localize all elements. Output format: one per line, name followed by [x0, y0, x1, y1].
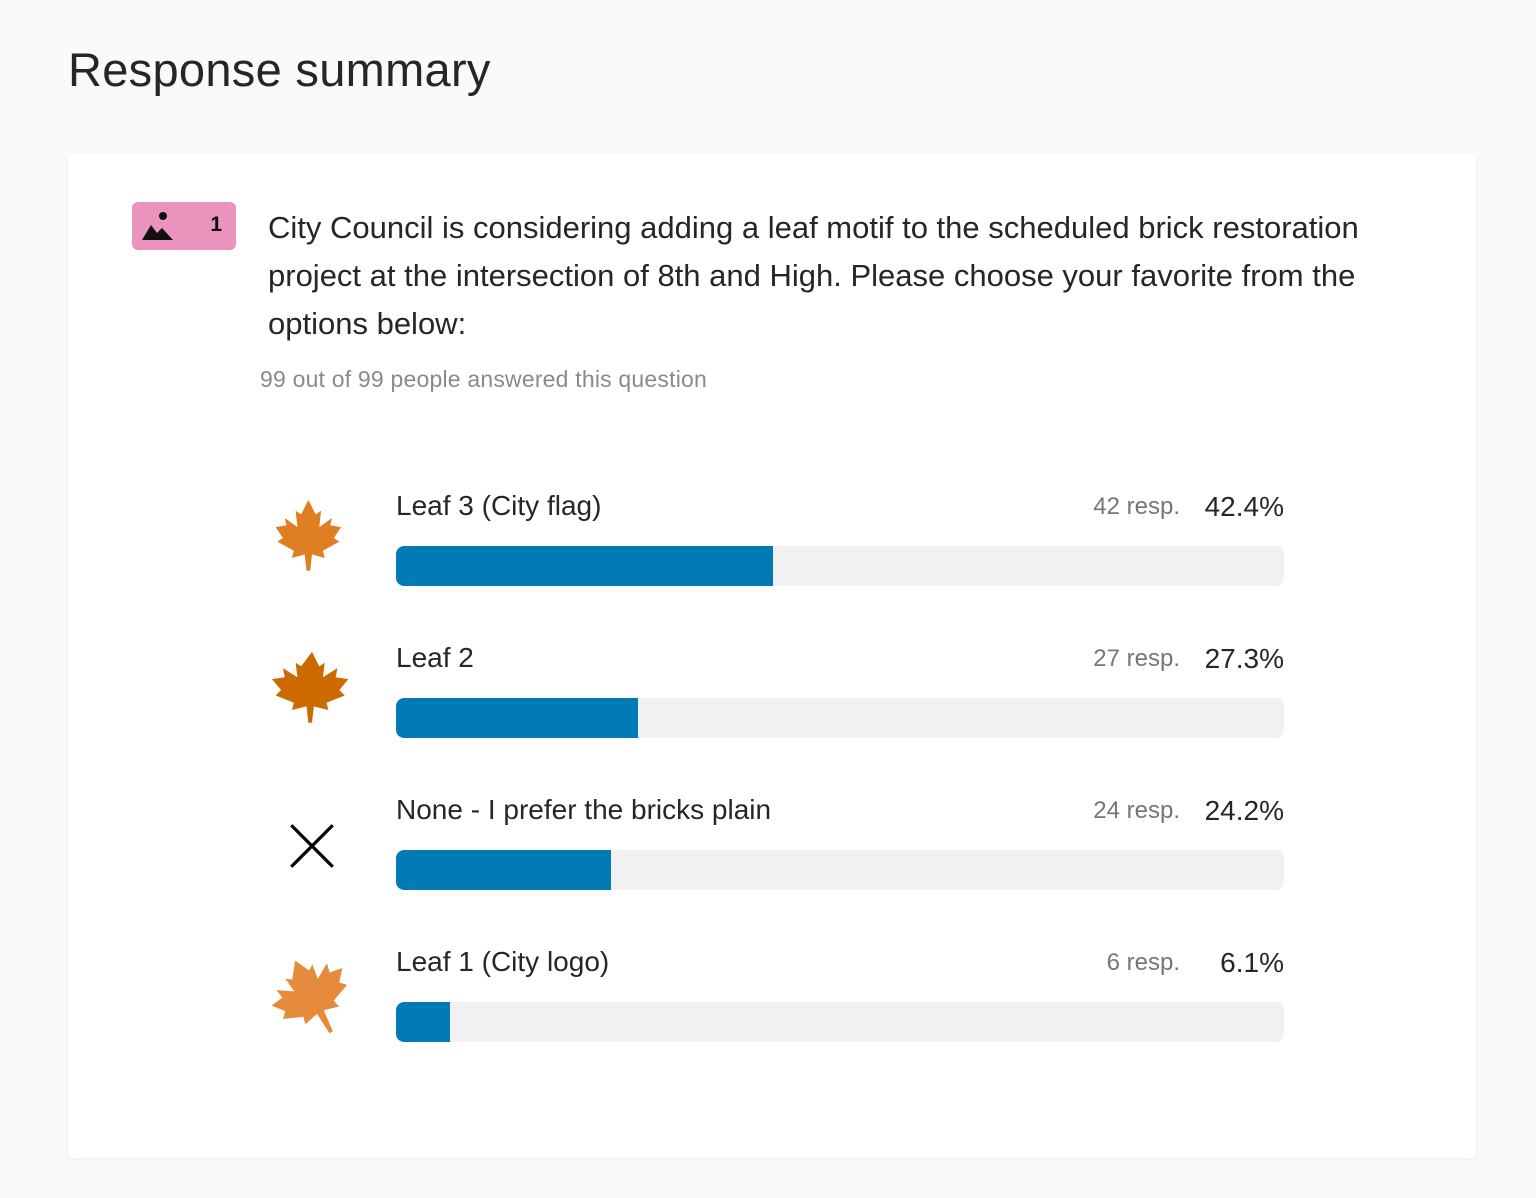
question-number-badge: 1 [132, 202, 236, 250]
option-response-count: 27 resp. [1093, 645, 1180, 672]
option-row: Leaf 1 (City logo) 6 resp. 6.1% [68, 946, 1476, 1066]
maple-leaf-icon [275, 499, 342, 571]
result-bar [396, 698, 1284, 738]
option-row: Leaf 3 (City flag) 42 resp. 42.4% [68, 490, 1476, 610]
result-bar-fill [396, 850, 611, 890]
option-label: Leaf 1 (City logo) [396, 946, 610, 977]
question-number: 1 [210, 213, 222, 236]
question-summary-card: 1 City Council is considering adding a l… [68, 154, 1476, 1158]
question-text: City Council is considering adding a lea… [268, 210, 1359, 341]
option-row: Leaf 2 27 resp. 27.3% [68, 642, 1476, 762]
result-bar [396, 850, 1284, 890]
option-percent: 42.4% [1204, 491, 1284, 522]
maple-leaf-icon [272, 960, 348, 1034]
picture-choice-icon [142, 212, 173, 240]
result-bar-fill [396, 546, 773, 586]
option-label: None - I prefer the bricks plain [396, 794, 772, 825]
close-x-icon [290, 824, 334, 868]
option-response-count: 42 resp. [1093, 493, 1180, 520]
result-bar-fill [396, 1002, 451, 1042]
option-percent: 6.1% [1220, 947, 1284, 978]
option-label: Leaf 2 [396, 642, 474, 673]
answered-count: 99 out of 99 people answered this questi… [260, 366, 707, 392]
result-bar [396, 546, 1284, 586]
leaf-shape [275, 499, 342, 571]
option-row: None - I prefer the bricks plain 24 resp… [68, 794, 1476, 914]
option-response-count: 6 resp. [1106, 949, 1180, 976]
option-percent: 24.2% [1204, 795, 1284, 826]
maple-leaf-icon [272, 651, 349, 723]
option-label: Leaf 3 (City flag) [396, 490, 602, 521]
result-bar-fill [396, 698, 639, 738]
leaf-shape [272, 960, 348, 1034]
leaf-shape [272, 651, 349, 723]
option-percent: 27.3% [1204, 643, 1284, 674]
page-title: Response summary [68, 43, 491, 96]
result-bar [396, 1002, 1284, 1042]
option-response-count: 24 resp. [1093, 797, 1180, 824]
